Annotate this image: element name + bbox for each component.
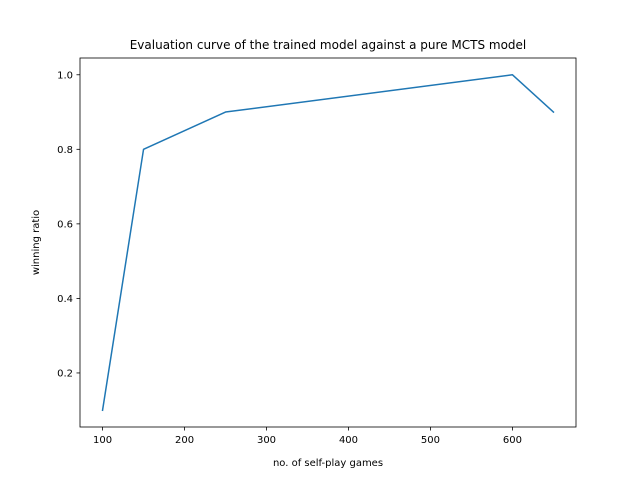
x-tick-label: 100	[93, 435, 112, 446]
series-layer	[101, 74, 555, 412]
y-tick-label: 1.0	[57, 70, 73, 81]
x-tick-label: 500	[421, 435, 440, 446]
x-tick-label: 600	[503, 435, 522, 446]
plot-area: 100 200 300 400 500 600 0.2 0.4 0.6 0.8 1.0	[57, 57, 577, 446]
x-axis-ticks: 100 200 300 400 500 600	[93, 427, 522, 446]
series-line	[101, 74, 555, 412]
y-tick-label: 0.8	[57, 145, 73, 156]
y-axis-label: winning ratio	[31, 210, 42, 275]
x-tick-label: 400	[339, 435, 358, 446]
chart-title: Evaluation curve of the trained model ag…	[130, 38, 527, 52]
x-tick-label: 300	[257, 435, 276, 446]
plot-frame	[79, 57, 577, 428]
y-tick-label: 0.2	[57, 368, 73, 379]
x-tick-label: 200	[175, 435, 194, 446]
x-axis-label: no. of self-play games	[273, 458, 383, 469]
y-axis-ticks: 0.2 0.4 0.6 0.8 1.0	[57, 70, 80, 379]
y-tick-label: 0.4	[57, 294, 73, 305]
y-tick-label: 0.6	[57, 219, 73, 230]
